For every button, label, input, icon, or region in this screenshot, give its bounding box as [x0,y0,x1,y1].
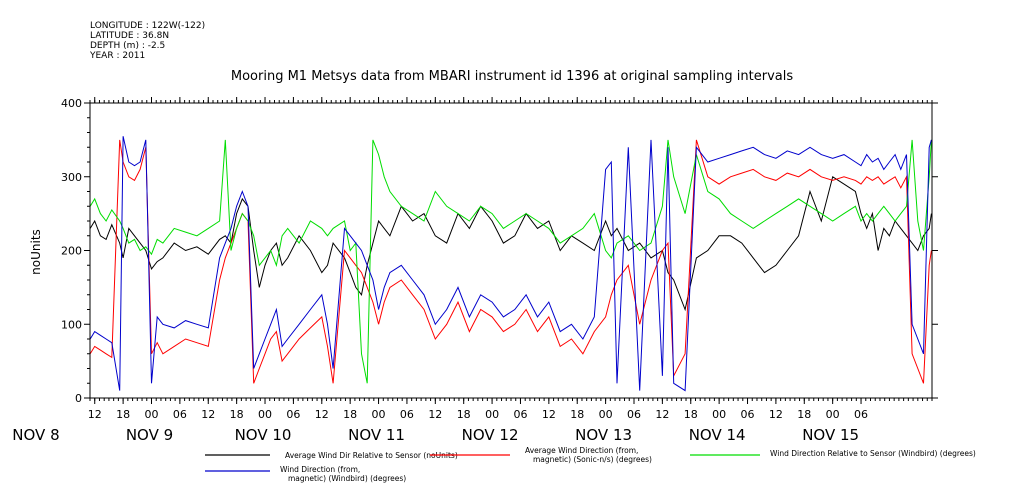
x-day-label: NOV 13 [575,426,632,444]
legend: Average Wind Dir Relative to Sensor (noU… [205,446,976,483]
x-hour-label: 12 [769,408,783,421]
x-day-label: NOV 9 [126,426,173,444]
x-hour-label: 06 [741,408,755,421]
x-hour-label: 18 [116,408,130,421]
x-day-label: NOV 11 [348,426,405,444]
longitude-label: LONGITUDE : 122W(-122) [90,21,206,31]
legend-label: Average Wind Dir Relative to Sensor (noU… [285,451,458,460]
x-day-label: NOV 12 [462,426,519,444]
x-hour-label: 00 [372,408,386,421]
x-day-label: NOV 10 [235,426,292,444]
axes: 0 100 200 300 400 12 18 00 06 12 18 00 06 12 18 00 06 12 1… [12,97,938,444]
x-hour-label: 06 [400,408,414,421]
x-hour-label: 18 [570,408,584,421]
legend-label: magnetic) (Windbird) (degrees) [288,474,406,483]
x-hour-label: 18 [684,408,698,421]
x-hour-label: 18 [343,408,357,421]
series-line-1 [89,176,932,312]
x-hour-label: 12 [201,408,215,421]
legend-label: Wind Direction (from, [280,465,360,474]
x-hour-label: 12 [542,408,556,421]
x-hour-label: 06 [286,408,300,421]
y-tick-label: 400 [61,97,82,110]
x-hour-label: 06 [627,408,641,421]
x-hour-label: 18 [457,408,471,421]
y-tick-label: 0 [75,392,82,405]
metadata-block: LONGITUDE : 122W(-122) LATITUDE : 36.8N … [90,21,205,61]
x-hour-label: 00 [599,408,613,421]
y-axis-label: noUnits [29,229,43,275]
x-hour-label: 00 [258,408,272,421]
depth-label: DEPTH (m) : -2.5 [90,41,166,51]
x-hour-label: 00 [712,408,726,421]
x-day-label: NOV 8 [12,426,59,444]
legend-label: magnetic) (Sonic-n/s) (degrees) [533,455,652,464]
series-line-3 [89,139,932,384]
x-hour-label: 18 [230,408,244,421]
legend-label: Average Wind Direction (from, [525,446,638,455]
year-label: YEAR : 2011 [90,51,146,61]
x-day-label: NOV 14 [689,426,746,444]
x-hour-label: 12 [88,408,102,421]
x-hour-label: 06 [173,408,187,421]
y-tick-label: 100 [61,318,82,331]
x-hour-label: 00 [485,408,499,421]
legend-label: Wind Direction Relative to Sensor (Windb… [770,449,976,458]
x-hour-label: 12 [428,408,442,421]
x-hour-label: 18 [797,408,811,421]
x-hour-label: 12 [315,408,329,421]
latitude-label: LATITUDE : 36.8N [90,31,170,41]
plot-frame [89,102,933,399]
y-tick-label: 300 [61,171,82,184]
x-hour-label: 00 [144,408,158,421]
y-tick-label: 200 [61,245,82,258]
chart-title: Mooring M1 Metsys data from MBARI instru… [231,69,793,84]
plot-area [89,136,932,392]
x-hour-label: 12 [655,408,669,421]
series-line-2 [89,139,932,384]
series-line-4 [89,136,932,392]
x-hour-label: 06 [854,408,868,421]
x-day-label: NOV 15 [802,426,859,444]
x-hour-label: 06 [513,408,527,421]
x-hour-label: 00 [826,408,840,421]
